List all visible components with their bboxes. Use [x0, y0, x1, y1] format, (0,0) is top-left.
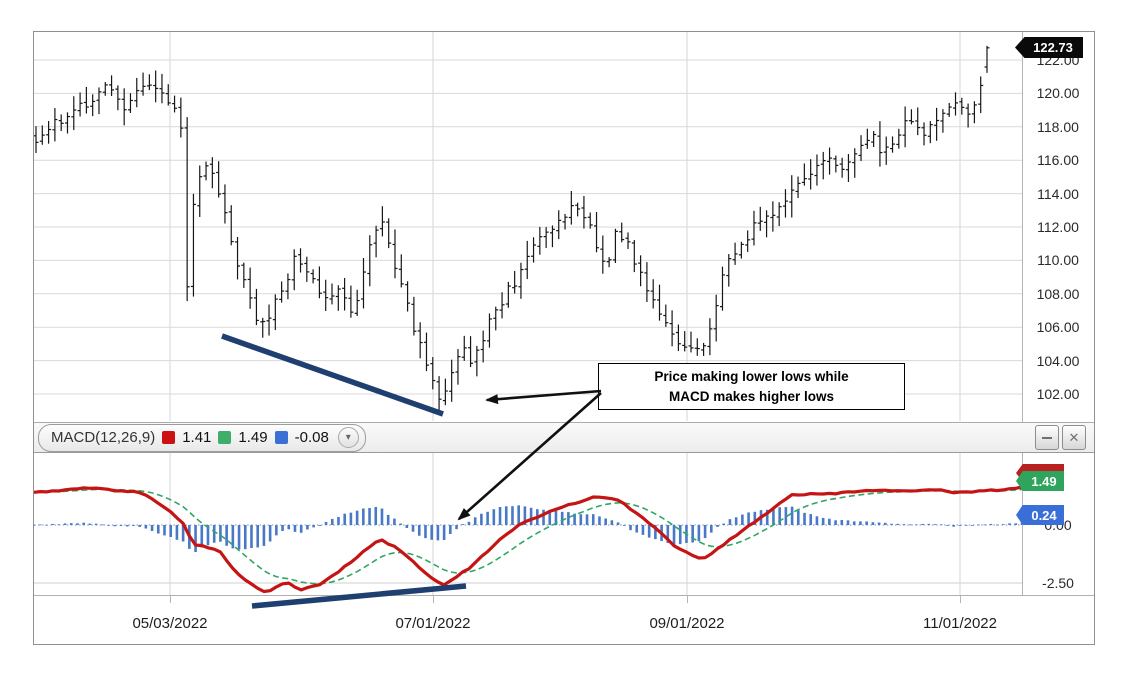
price-axis-label: 112.00 [1037, 219, 1079, 235]
chart-widget-frame [33, 31, 1095, 645]
price-axis-label: 102.00 [1036, 386, 1080, 402]
date-axis-tick [960, 595, 961, 603]
minus-icon [1042, 436, 1052, 439]
annotation-text-box[interactable]: Price making lower lows while MACD makes… [598, 363, 905, 410]
macd-axis-label: -2.50 [1042, 575, 1074, 591]
macd-plot-bottom-border [34, 595, 1094, 596]
price-axis-label: 116.00 [1037, 152, 1079, 168]
macd-line-color-swatch [162, 431, 176, 444]
date-axis-tick [170, 595, 171, 603]
annotation-text-line2: MACD makes higher lows [668, 389, 835, 404]
price-axis-label: 104.00 [1036, 353, 1080, 369]
date-axis-tick [433, 595, 434, 603]
price-axis-label: 108.00 [1036, 286, 1080, 302]
date-axis [34, 603, 1094, 644]
price-axis-label: 114.00 [1037, 186, 1079, 202]
x-icon: ✕ [1068, 429, 1080, 445]
date-axis-label: 07/01/2022 [395, 615, 471, 632]
macd-legend-pill[interactable]: MACD(12,26,9) 1.41 1.49 -0.08 ▾ [38, 423, 366, 452]
panel-window-buttons: ✕ [1035, 425, 1086, 450]
histogram-color-swatch [274, 431, 288, 444]
date-axis-label: 05/03/2022 [132, 615, 208, 632]
signal-line-color-swatch [218, 431, 232, 444]
axis-divider [1022, 32, 1023, 595]
annotation-text-line1: Price making lower lows while [654, 369, 849, 384]
last-price-tag: 122.73 [1015, 37, 1083, 58]
price-axis-label: 118.00 [1037, 119, 1079, 135]
histogram-price-tag: 0.24 [1016, 505, 1064, 525]
price-axis-label: 120.00 [1036, 85, 1080, 101]
macd-legend-title: MACD(12,26,9) [51, 429, 156, 446]
price-chart-canvas[interactable] [34, 32, 1022, 421]
histogram-value: -0.08 [294, 429, 329, 446]
price-axis-label: 106.00 [1036, 319, 1080, 335]
macd-chart-canvas[interactable] [34, 453, 1022, 595]
signal-line-price-tag: 1.49 [1016, 471, 1064, 491]
date-axis-label: 11/01/2022 [923, 615, 997, 632]
close-button[interactable]: ✕ [1062, 425, 1086, 450]
minimize-button[interactable] [1035, 425, 1059, 450]
price-axis-label: 110.00 [1037, 252, 1079, 268]
caret-down-icon[interactable]: ▾ [337, 427, 359, 448]
signal-line-value: 1.49 [238, 429, 268, 446]
indicator-legend-bar: MACD(12,26,9) 1.41 1.49 -0.08 ▾ ✕ [34, 422, 1094, 453]
macd-line-value: 1.41 [182, 429, 212, 446]
date-axis-label: 09/01/2022 [649, 615, 725, 632]
date-axis-tick [687, 595, 688, 603]
